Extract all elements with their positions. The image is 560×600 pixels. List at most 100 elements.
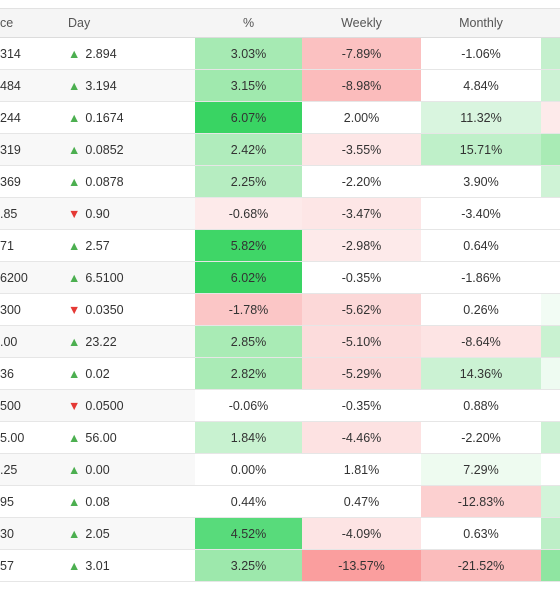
pct-cell: 1.84% bbox=[195, 422, 302, 453]
weekly-cell: -0.35% bbox=[302, 262, 421, 293]
edge-cell bbox=[541, 262, 560, 293]
pct-cell: 6.02% bbox=[195, 262, 302, 293]
pct-cell: 2.42% bbox=[195, 134, 302, 165]
header-cell: Day bbox=[68, 16, 91, 30]
pct-cell: 0.00% bbox=[195, 454, 302, 485]
table-row: .25 ▲ 0.00 0.00% 1.81% 7.29% bbox=[0, 454, 560, 486]
header-row: ce Day% Weekly Monthly bbox=[0, 8, 560, 38]
edge-cell bbox=[541, 198, 560, 229]
table-row: .00 ▲ 23.22 2.85% -5.10% -8.64% bbox=[0, 326, 560, 358]
monthly-cell: 0.26% bbox=[421, 294, 541, 325]
header-cell: Monthly bbox=[459, 16, 503, 30]
price-cell: 36 bbox=[0, 366, 14, 381]
day-cell: ▲ 2.894 bbox=[68, 46, 117, 61]
day-cell: ▲ 2.05 bbox=[68, 526, 110, 541]
weekly-cell: -3.55% bbox=[302, 134, 421, 165]
header-cell: Weekly bbox=[341, 16, 382, 30]
pct-cell: -0.68% bbox=[195, 198, 302, 229]
price-cell: 300 bbox=[0, 302, 21, 317]
pct-cell: -0.06% bbox=[195, 390, 302, 421]
table-row: 36 ▲ 0.02 2.82% -5.29% 14.36% bbox=[0, 358, 560, 390]
edge-cell bbox=[541, 390, 560, 421]
price-cell: .25 bbox=[0, 462, 18, 477]
day-cell: ▲ 0.00 bbox=[68, 462, 110, 477]
weekly-cell: -4.09% bbox=[302, 518, 421, 549]
weekly-cell: -8.98% bbox=[302, 70, 421, 101]
price-cell: 314 bbox=[0, 46, 21, 61]
price-cell: 244 bbox=[0, 110, 21, 125]
pct-cell: 0.44% bbox=[195, 486, 302, 517]
monthly-cell: -12.83% bbox=[421, 486, 541, 517]
monthly-cell: -21.52% bbox=[421, 550, 541, 581]
weekly-cell: -4.46% bbox=[302, 422, 421, 453]
table-row: 500 ▼ 0.0500 -0.06% -0.35% 0.88% bbox=[0, 390, 560, 422]
edge-cell bbox=[541, 134, 560, 165]
day-cell: ▲ 3.01 bbox=[68, 558, 110, 573]
day-cell: ▲ 3.194 bbox=[68, 78, 117, 93]
weekly-cell: 0.47% bbox=[302, 486, 421, 517]
edge-cell bbox=[541, 70, 560, 101]
day-cell: ▲ 56.00 bbox=[68, 430, 117, 445]
edge-cell bbox=[541, 294, 560, 325]
table-row: 319 ▲ 0.0852 2.42% -3.55% 15.71% bbox=[0, 134, 560, 166]
pct-cell: 3.03% bbox=[195, 38, 302, 69]
price-cell: 95 bbox=[0, 494, 14, 509]
price-cell: 5.00 bbox=[0, 430, 25, 445]
table-row: 244 ▲ 0.1674 6.07% 2.00% 11.32% bbox=[0, 102, 560, 134]
table-row: 484 ▲ 3.194 3.15% -8.98% 4.84% bbox=[0, 70, 560, 102]
monthly-cell: 14.36% bbox=[421, 358, 541, 389]
weekly-cell: -5.62% bbox=[302, 294, 421, 325]
price-cell: 369 bbox=[0, 174, 21, 189]
pct-cell: 3.15% bbox=[195, 70, 302, 101]
day-cell: ▲ 2.57 bbox=[68, 238, 110, 253]
weekly-cell: 1.81% bbox=[302, 454, 421, 485]
pct-cell: 4.52% bbox=[195, 518, 302, 549]
day-cell: ▲ 0.0878 bbox=[68, 174, 124, 189]
day-cell: ▲ 0.02 bbox=[68, 366, 110, 381]
monthly-cell: 15.71% bbox=[421, 134, 541, 165]
weekly-cell: -3.47% bbox=[302, 198, 421, 229]
weekly-cell: -5.10% bbox=[302, 326, 421, 357]
monthly-cell: -8.64% bbox=[421, 326, 541, 357]
header-cell: % bbox=[242, 16, 255, 30]
table-row: 6200 ▲ 6.5100 6.02% -0.35% -1.86% bbox=[0, 262, 560, 294]
table-row: 30 ▲ 2.05 4.52% -4.09% 0.63% bbox=[0, 518, 560, 550]
day-cell: ▼ 0.90 bbox=[68, 206, 110, 221]
day-cell: ▲ 0.08 bbox=[68, 494, 110, 509]
monthly-cell: 4.84% bbox=[421, 70, 541, 101]
monthly-cell: 3.90% bbox=[421, 166, 541, 197]
table-row: 95 ▲ 0.08 0.44% 0.47% -12.83% bbox=[0, 486, 560, 518]
edge-cell bbox=[541, 38, 560, 69]
weekly-cell: 2.00% bbox=[302, 102, 421, 133]
price-cell: 71 bbox=[0, 238, 14, 253]
monthly-cell: 11.32% bbox=[421, 102, 541, 133]
monthly-cell: -1.86% bbox=[421, 262, 541, 293]
day-cell: ▲ 6.5100 bbox=[68, 270, 124, 285]
pct-cell: 2.82% bbox=[195, 358, 302, 389]
edge-cell bbox=[541, 486, 560, 517]
day-cell: ▼ 0.0350 bbox=[68, 302, 124, 317]
day-cell: ▲ 23.22 bbox=[68, 334, 117, 349]
weekly-cell: -0.35% bbox=[302, 390, 421, 421]
day-cell: ▲ 0.1674 bbox=[68, 110, 124, 125]
weekly-cell: -5.29% bbox=[302, 358, 421, 389]
table-row: 314 ▲ 2.894 3.03% -7.89% -1.06% bbox=[0, 38, 560, 70]
table-row: 57 ▲ 3.01 3.25% -13.57% -21.52% bbox=[0, 550, 560, 582]
pct-cell: 5.82% bbox=[195, 230, 302, 261]
edge-cell bbox=[541, 102, 560, 133]
edge-cell bbox=[541, 550, 560, 581]
pct-cell: 3.25% bbox=[195, 550, 302, 581]
table-row: .85 ▼ 0.90 -0.68% -3.47% -3.40% bbox=[0, 198, 560, 230]
day-cell: ▲ 0.0852 bbox=[68, 142, 124, 157]
monthly-cell: 0.63% bbox=[421, 518, 541, 549]
edge-cell bbox=[541, 454, 560, 485]
monthly-cell: 0.64% bbox=[421, 230, 541, 261]
price-cell: 319 bbox=[0, 142, 21, 157]
edge-cell bbox=[541, 166, 560, 197]
weekly-cell: -13.57% bbox=[302, 550, 421, 581]
day-cell: ▼ 0.0500 bbox=[68, 398, 124, 413]
monthly-cell: 7.29% bbox=[421, 454, 541, 485]
header-cell: ce bbox=[0, 16, 14, 30]
table-row: 369 ▲ 0.0878 2.25% -2.20% 3.90% bbox=[0, 166, 560, 198]
